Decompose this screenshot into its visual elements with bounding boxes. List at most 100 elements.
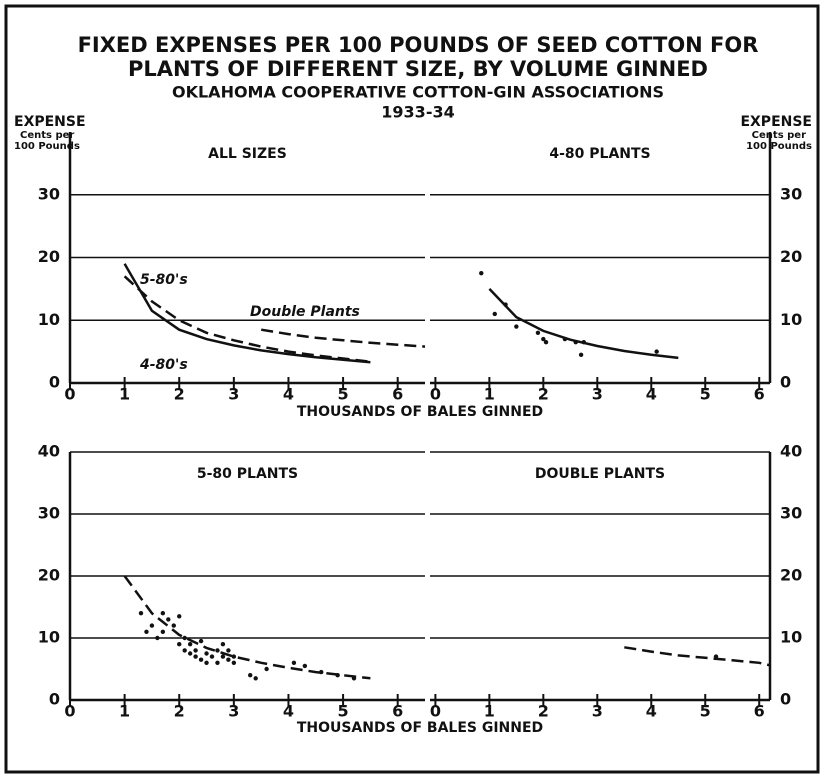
point [187, 642, 193, 647]
point [654, 349, 659, 354]
y-tick-label: 10 [38, 310, 60, 329]
y-axis-unit: Cents per [20, 130, 74, 141]
x-tick-label: 6 [754, 702, 765, 721]
x-tick-label: 5 [700, 385, 711, 404]
point [193, 648, 198, 653]
chart-title: FIXED EXPENSES PER 100 POUNDS OF SEED CO… [78, 33, 759, 57]
chart-title: PLANTS OF DIFFERENT SIZE, BY VOLUME GINN… [128, 57, 708, 81]
x-tick-label: 1 [119, 385, 130, 404]
point [578, 352, 584, 357]
y-tick-label: 0 [780, 373, 791, 392]
x-tick-label: 5 [338, 702, 349, 721]
point [155, 635, 160, 641]
point [138, 611, 144, 616]
point [514, 324, 519, 329]
point [171, 623, 176, 628]
point [479, 270, 484, 276]
y-tick-label: 40 [780, 442, 802, 461]
point [231, 654, 237, 659]
x-tick-label: 3 [228, 702, 239, 721]
x-tick-label: 0 [64, 702, 75, 721]
point [220, 654, 226, 659]
x-tick-label: 0 [430, 702, 441, 721]
point [144, 629, 149, 634]
point [215, 660, 220, 665]
point [226, 657, 231, 662]
x-axis-label: THOUSANDS OF BALES GINNED [297, 404, 543, 420]
point [182, 648, 187, 653]
y-tick-label: 40 [38, 442, 60, 461]
x-tick-label: 2 [538, 702, 549, 721]
point [291, 660, 297, 665]
point [253, 676, 258, 681]
line [123, 275, 371, 363]
point [264, 666, 269, 672]
series-label: 4-80's [139, 357, 188, 373]
point [149, 623, 155, 628]
series-label: 5-80's [140, 272, 188, 288]
y-tick-label: 30 [780, 504, 802, 523]
x-tick-label: 6 [392, 702, 403, 721]
period: 1933-34 [381, 103, 454, 122]
x-tick-label: 5 [700, 702, 711, 721]
x-tick-label: 3 [228, 385, 239, 404]
point [198, 657, 204, 662]
y-tick-label: 20 [780, 247, 802, 266]
y-axis-label: EXPENSE [14, 114, 86, 130]
x-tick-label: 3 [592, 385, 603, 404]
y-tick-label: 0 [49, 373, 60, 392]
point [204, 660, 209, 665]
point [226, 648, 231, 653]
y-tick-label: 20 [38, 247, 60, 266]
point [220, 642, 226, 647]
x-tick-label: 1 [484, 702, 495, 721]
x-tick-label: 2 [174, 702, 185, 721]
y-tick-label: 0 [780, 690, 791, 709]
y-tick-label: 10 [780, 628, 802, 647]
point [160, 629, 166, 634]
y-axis-unit: Cents per [752, 130, 806, 141]
point [187, 651, 193, 656]
point [302, 663, 308, 669]
point [541, 336, 546, 342]
point [248, 673, 253, 678]
point [215, 648, 220, 653]
point [182, 635, 187, 641]
line [123, 263, 371, 364]
x-tick-label: 3 [592, 702, 603, 721]
point [543, 340, 549, 345]
point [535, 330, 541, 335]
point [166, 617, 171, 622]
series-label: Double Plants [250, 304, 360, 320]
x-tick-label: 4 [283, 385, 294, 404]
panel-title: 4-80 PLANTS [549, 146, 650, 162]
point [204, 651, 209, 656]
x-tick-label: 5 [338, 385, 349, 404]
x-axis-label: THOUSANDS OF BALES GINNED [297, 720, 543, 736]
y-tick-label: 0 [49, 690, 60, 709]
y-axis-unit: 100 Pounds [14, 141, 80, 152]
frame [4, 4, 820, 774]
y-tick-label: 20 [780, 566, 802, 585]
x-tick-label: 0 [430, 385, 441, 404]
line [624, 646, 771, 667]
x-tick-label: 4 [646, 702, 657, 721]
panel-title: ALL SIZES [208, 146, 287, 162]
x-tick-label: 2 [174, 385, 185, 404]
y-tick-label: 30 [38, 504, 60, 523]
line [488, 288, 679, 360]
panel-title: DOUBLE PLANTS [535, 466, 665, 482]
chart-subtitle: OKLAHOMA COOPERATIVE COTTON-GIN ASSOCIAT… [172, 83, 664, 102]
y-tick-label: 30 [38, 184, 60, 203]
y-tick-label: 10 [780, 310, 802, 329]
point [492, 311, 497, 317]
y-axis-unit: 100 Pounds [746, 141, 812, 152]
point [160, 611, 166, 616]
x-tick-label: 4 [283, 702, 294, 721]
x-tick-label: 1 [119, 702, 130, 721]
line [261, 328, 426, 348]
x-tick-label: 4 [646, 385, 657, 404]
y-tick-label: 20 [38, 566, 60, 585]
y-tick-label: 30 [780, 184, 802, 203]
